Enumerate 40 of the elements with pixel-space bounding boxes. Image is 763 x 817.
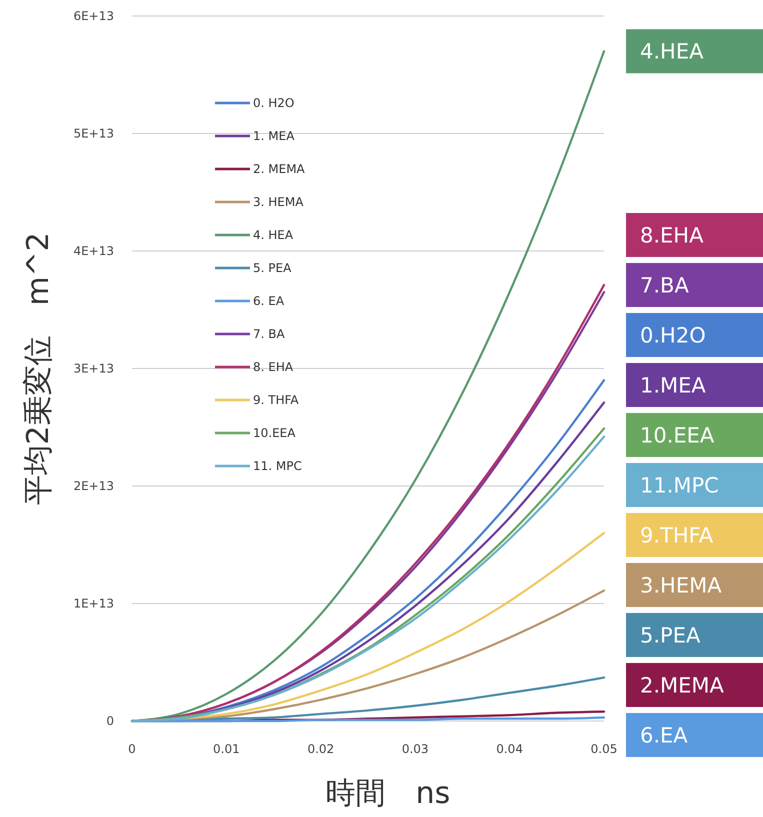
legend-label: 9. THFA — [253, 393, 300, 408]
legend-label: 2. MEMA — [253, 162, 306, 176]
legend-label: 8. EHA — [253, 360, 294, 374]
text: 9.THFA — [640, 523, 714, 548]
x-tick-label: 0.03 — [402, 742, 429, 756]
legend-label: 7. BA — [253, 327, 286, 342]
text: 10.EEA — [640, 423, 715, 448]
y-tick-label: 2E+13 — [73, 479, 114, 494]
line-series — [130, 50, 606, 722]
x-tick-label: 0.04 — [496, 742, 523, 756]
text: 8.EHA — [640, 223, 704, 248]
legend-label: 5. PEA — [253, 261, 292, 276]
text: 1.MEA — [640, 373, 706, 398]
legend-label: 11. MPC — [253, 459, 302, 474]
x-tick-label: 0 — [128, 742, 136, 756]
x-tick-label: 0.02 — [307, 742, 334, 756]
text: 4.HEA — [640, 40, 704, 64]
text: 6.EA — [640, 723, 688, 748]
y-tick-label: 6E+13 — [73, 9, 114, 24]
x-tick-label: 0.01 — [213, 742, 240, 756]
y-tick-label: 4E+13 — [73, 244, 114, 258]
legend-label: 4. HEA — [253, 228, 294, 242]
legend-label: 1. MEA — [253, 129, 296, 144]
text: 0.H2O — [640, 323, 706, 348]
y-tick-label: 3E+13 — [73, 362, 114, 376]
y-tick-label: 0 — [106, 714, 114, 728]
legend-label: 6. EA — [253, 294, 285, 308]
legend-label: 0. H2O — [253, 96, 294, 110]
text: 5.PEA — [640, 623, 701, 648]
text: 11.MPC — [640, 473, 719, 498]
y-axis-title: 平均2乗変位 m^2 — [21, 232, 56, 505]
text: 2.MEMA — [640, 673, 725, 698]
text: 3.HEMA — [640, 573, 722, 598]
legend-label: 10.EEA — [253, 426, 296, 440]
x-axis-title: 時間 ns — [326, 776, 450, 811]
x-tick-label: 0.05 — [590, 742, 618, 756]
y-tick-label: 5E+13 — [73, 126, 114, 141]
text: 7.BA — [640, 273, 690, 298]
y-tick-label: 1E+13 — [73, 596, 114, 611]
legend-label: 3. HEMA — [253, 195, 304, 210]
